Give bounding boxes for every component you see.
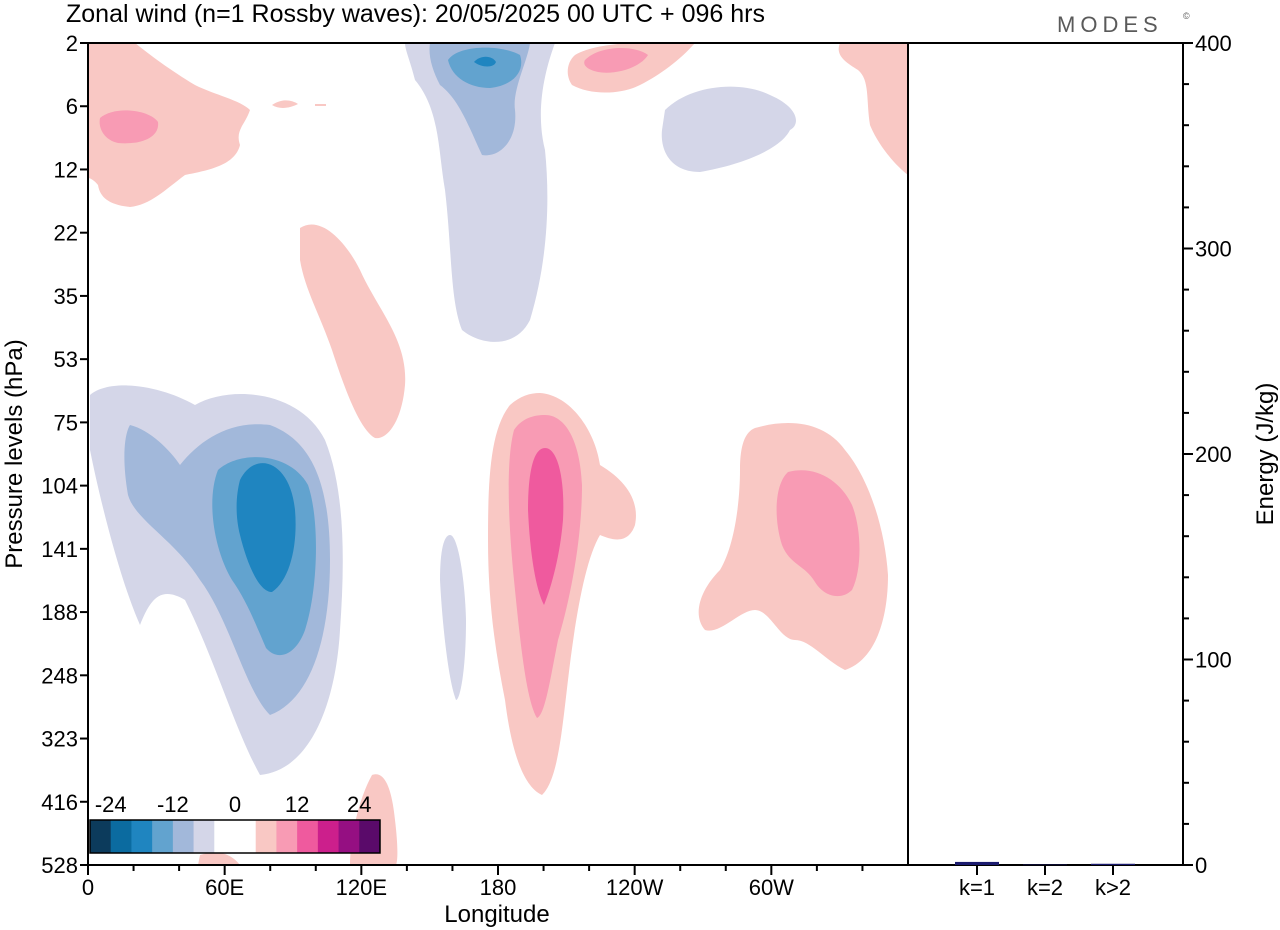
y-tick-label: 323 xyxy=(41,727,78,752)
energy-bar-2 xyxy=(1023,864,1067,866)
x-tick-label: 60W xyxy=(749,875,794,900)
contour-neg-sliver xyxy=(440,535,466,700)
y-tick-label: 188 xyxy=(41,600,78,625)
contour-pos-central-c3 xyxy=(528,448,564,605)
colorbar-swatch xyxy=(90,820,112,853)
y-tick-label: 248 xyxy=(41,663,78,688)
colorbar-swatch xyxy=(317,820,340,853)
energy-bar-3 xyxy=(1091,863,1135,865)
colorbar-tick-label: 0 xyxy=(229,792,241,817)
energy-tick-label: 200 xyxy=(1195,442,1232,467)
energy-bar-1 xyxy=(955,861,999,865)
y-tick-label: 53 xyxy=(54,347,78,372)
x-tick-label: 120E xyxy=(336,875,387,900)
x-tick-label: 120W xyxy=(606,875,664,900)
energy-tick-label: 400 xyxy=(1195,31,1232,56)
contour-pos-upper-left-c1 xyxy=(88,43,250,207)
colorbar-tick-label: 12 xyxy=(285,792,309,817)
brand-logo: MODES xyxy=(1057,12,1163,37)
colorbar-swatch xyxy=(193,820,215,853)
colorbar-swatch xyxy=(110,820,132,853)
x-tick-label: 60E xyxy=(205,875,244,900)
colorbar-swatch xyxy=(276,820,298,853)
contour-pos-upper-mid xyxy=(300,224,406,439)
colorbar-tick-label: -12 xyxy=(157,792,189,817)
colorbar-frame xyxy=(89,819,381,854)
chart-title: Zonal wind (n=1 Rossby waves): 20/05/202… xyxy=(66,0,765,28)
contour-field xyxy=(88,43,908,865)
contour-neg-upper-right xyxy=(661,86,796,172)
y-tick-label: 22 xyxy=(54,221,78,246)
y-tick-label: 2 xyxy=(66,31,78,56)
energy-axis-label: Energy (J/kg) xyxy=(1252,383,1279,526)
energy-category-label: k=1 xyxy=(959,875,995,900)
contour-pos-speck-2 xyxy=(315,104,326,106)
contour-pos-top-right xyxy=(838,43,908,175)
contour-pos-speck-1 xyxy=(272,100,298,108)
y-axis-ticks: 2 6 12 22 35 53 75 104 141 188 248 323 416 528 xyxy=(41,31,88,878)
colorbar-swatch xyxy=(297,820,319,853)
colorbar-swatch xyxy=(338,820,360,853)
colorbar-tick-label: -24 xyxy=(95,792,127,817)
colorbar-swatch xyxy=(359,820,381,853)
contour-neg-west-c4 xyxy=(236,463,296,592)
brand-mark: © xyxy=(1183,11,1190,21)
contour-pos-top-mid-right-c2 xyxy=(584,48,648,73)
energy-axis-ticks: 0 100 200 300 400 xyxy=(1183,31,1232,878)
colorbar: -24 -12 0 12 24 xyxy=(89,792,381,854)
contour-neg-top-c3 xyxy=(448,47,522,88)
colorbar-swatch xyxy=(172,820,195,853)
x-axis-label: Longitude xyxy=(444,901,549,928)
energy-tick-label: 100 xyxy=(1195,648,1232,673)
colorbar-swatch xyxy=(255,820,277,853)
contour-pos-east-c2 xyxy=(776,470,860,597)
colorbar-swatch xyxy=(214,820,236,853)
energy-category-label: k=2 xyxy=(1027,875,1063,900)
energy-bars: k=1 k=2 k>2 xyxy=(955,861,1135,900)
energy-tick-label: 0 xyxy=(1195,853,1207,878)
y-tick-label: 35 xyxy=(54,284,78,309)
contour-pos-bottom-left xyxy=(198,852,240,865)
colorbar-swatch xyxy=(152,820,174,853)
colorbar-swatch xyxy=(235,820,257,853)
y-tick-label: 416 xyxy=(41,790,78,815)
y-tick-label: 75 xyxy=(54,410,78,435)
x-tick-label: 180 xyxy=(480,875,517,900)
x-axis-ticks: 0 60E 120E 180 120W 60W xyxy=(82,865,864,900)
y-tick-label: 141 xyxy=(41,537,78,562)
y-tick-label: 12 xyxy=(54,157,78,182)
y-tick-label: 528 xyxy=(41,853,78,878)
y-tick-label: 104 xyxy=(41,474,78,499)
contour-neg-top-c1 xyxy=(405,43,555,342)
y-tick-label: 6 xyxy=(66,94,78,119)
x-tick-label: 0 xyxy=(82,875,94,900)
energy-tick-label: 300 xyxy=(1195,237,1232,262)
contour-neg-top-c4 xyxy=(474,56,496,67)
colorbar-tick-label: 24 xyxy=(347,792,371,817)
y-axis-label: Pressure levels (hPa) xyxy=(1,339,28,568)
energy-category-label: k>2 xyxy=(1095,875,1131,900)
colorbar-swatch xyxy=(131,820,153,853)
contour-pos-upper-left-c2 xyxy=(99,110,159,144)
